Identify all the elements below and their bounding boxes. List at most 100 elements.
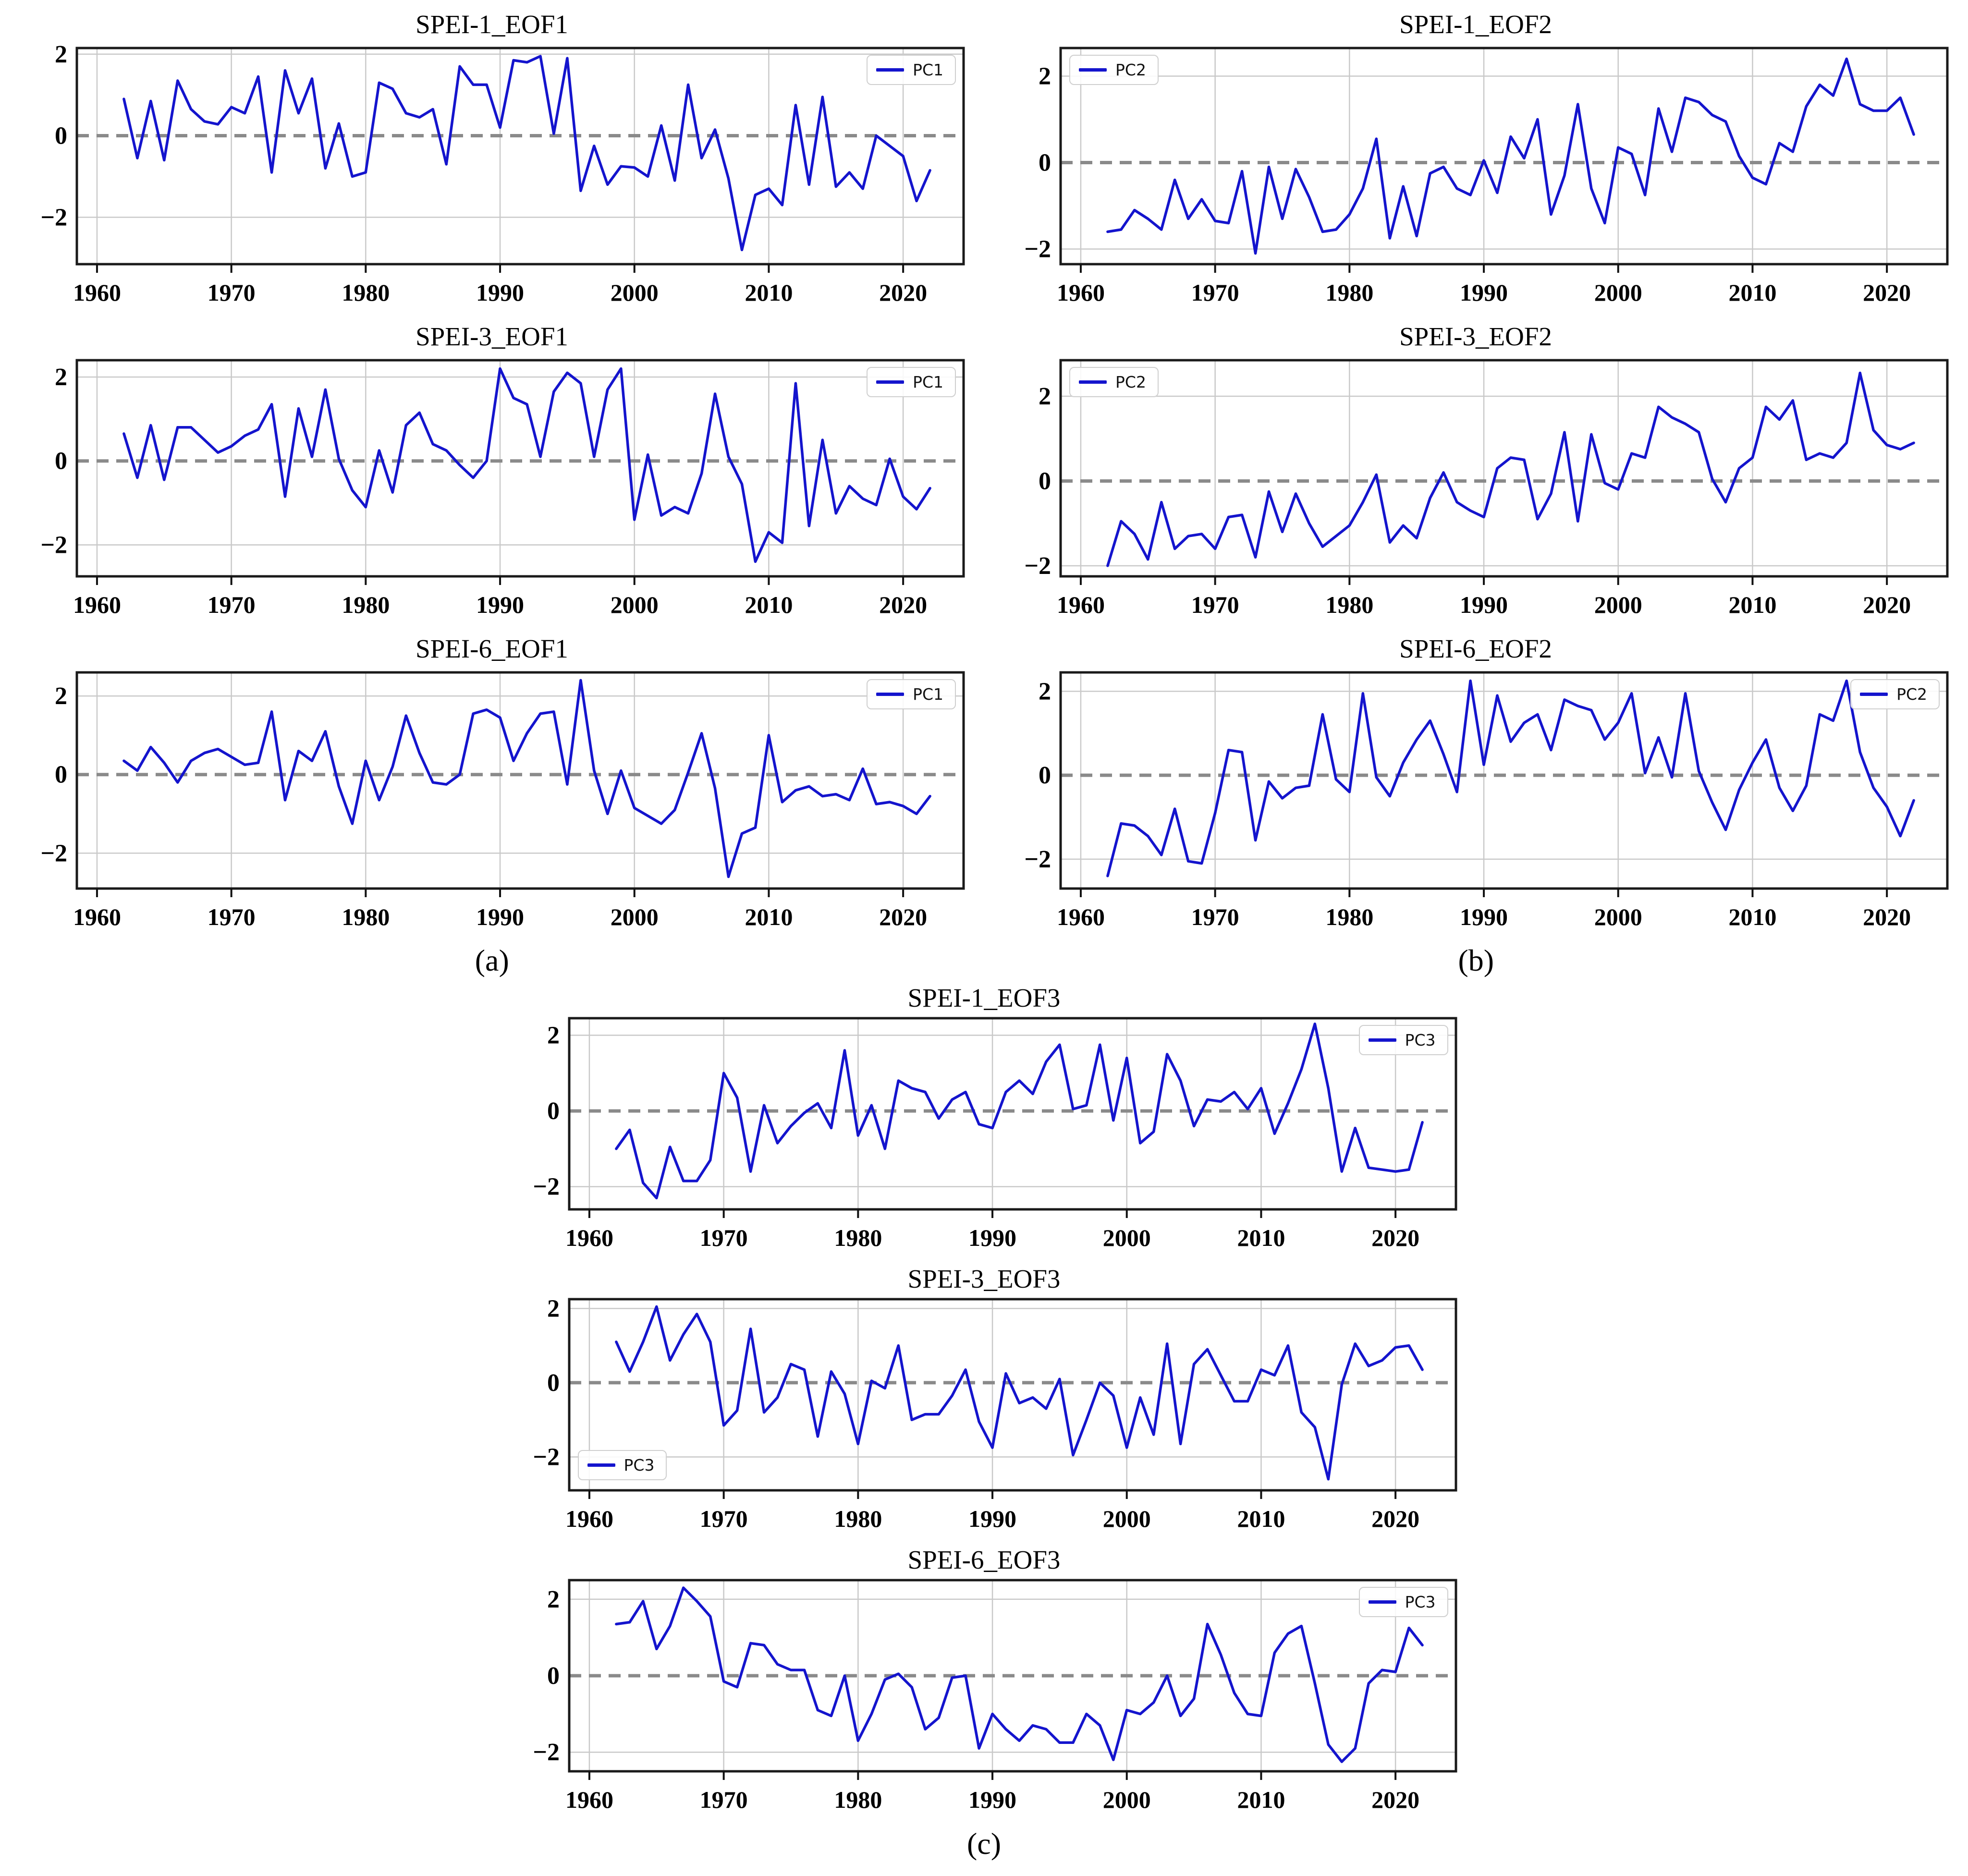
x-tick-label: 1990 (968, 1224, 1016, 1251)
x-tick-label: 2000 (1102, 1505, 1150, 1532)
x-tick-label: 2010 (1237, 1786, 1285, 1813)
x-tick-label: 1990 (476, 279, 524, 306)
x-tick-label: 2020 (879, 279, 927, 306)
y-tick-label: 2 (1039, 383, 1051, 410)
legend-line-sample (1368, 1600, 1396, 1604)
chart-title: SPEI-6_EOF1 (416, 634, 568, 663)
y-tick-label: 2 (1039, 678, 1051, 705)
legend: PC3 (577, 1450, 667, 1480)
y-tick-label: 2 (547, 1295, 560, 1322)
pc-series-line (614, 1305, 1424, 1481)
plot-area: 1960 1970 1980 1990 2000 2010 2020 2 0 −2 PC3 (492, 1012, 1476, 1256)
x-tick-label: 1960 (565, 1224, 613, 1251)
x-tick-label: 2010 (745, 903, 793, 930)
x-tick-label: 2010 (745, 591, 793, 618)
y-tick-label: −2 (40, 531, 67, 559)
x-tick-label: 2010 (1728, 279, 1776, 306)
plot-area: 1960 1970 1980 1990 2000 2010 2020 2 0 −2 PC2 (984, 666, 1968, 937)
panel-label-c-row: (c) (0, 1824, 1968, 1864)
legend-line-sample (876, 693, 905, 696)
x-tick-label: 1990 (1460, 591, 1508, 618)
subplot-spei-1-eof1: SPEI-1_EOF1 1960 1970 1980 1990 2000 2010 2020… (0, 4, 984, 316)
legend-label: PC1 (913, 685, 943, 704)
x-tick-label: 1990 (476, 591, 524, 618)
y-tick-label: 0 (547, 1662, 560, 1690)
x-tick-label: 2010 (1728, 903, 1776, 930)
plot-area: 1960 1970 1980 1990 2000 2010 2020 2 0 −2 PC3 (492, 1293, 1476, 1537)
legend: PC2 (1069, 367, 1159, 397)
x-tick-label: 1980 (1325, 903, 1373, 930)
legend-line-sample (1079, 380, 1107, 384)
chart-title: SPEI-1_EOF3 (907, 983, 1061, 1012)
x-tick-label: 1960 (565, 1786, 613, 1813)
plot-area: 1960 1970 1980 1990 2000 2010 2020 2 0 −2 PC2 (984, 41, 1968, 313)
legend: PC1 (867, 367, 956, 397)
plot-area: 1960 1970 1980 1990 2000 2010 2020 2 0 −2 PC1 (0, 41, 984, 313)
chart-title: SPEI-1_EOF1 (416, 10, 568, 39)
x-tick-label: 1960 (1057, 591, 1105, 618)
x-tick-label: 2020 (879, 903, 927, 930)
y-tick-label: −2 (1024, 236, 1051, 263)
y-tick-label: 0 (1039, 149, 1051, 177)
panel-labels-ab: (a) (b) (0, 940, 1968, 981)
legend-line-sample (876, 380, 905, 384)
x-tick-label: 1980 (1325, 279, 1373, 306)
panel-a-column: SPEI-1_EOF1 1960 1970 1980 1990 2000 2010 2020… (0, 4, 984, 940)
x-tick-label: 1970 (1191, 903, 1239, 930)
legend-label: PC2 (1896, 685, 1927, 704)
x-tick-label: 1970 (208, 591, 256, 618)
subplot-spei-3-eof1: SPEI-3_EOF1 1960 1970 1980 1990 2000 2010 2020… (0, 316, 984, 628)
y-tick-label: 2 (55, 682, 67, 710)
x-tick-label: 2000 (611, 903, 659, 930)
legend-label: PC3 (1405, 1593, 1436, 1611)
x-tick-label: 2010 (1237, 1224, 1285, 1251)
x-tick-label: 1980 (342, 591, 390, 618)
chart-title: SPEI-1_EOF2 (1399, 10, 1552, 39)
x-tick-label: 1980 (834, 1224, 882, 1251)
x-tick-label: 2010 (745, 279, 793, 306)
x-tick-label: 1960 (565, 1505, 613, 1532)
x-tick-label: 1990 (1460, 903, 1508, 930)
x-tick-label: 1970 (208, 279, 256, 306)
x-tick-label: 1990 (968, 1505, 1016, 1532)
pc-series-line (122, 367, 931, 563)
y-tick-label: 2 (55, 364, 67, 391)
x-tick-label: 2000 (1594, 591, 1642, 618)
x-tick-label: 2000 (1102, 1224, 1150, 1251)
legend: PC2 (1069, 55, 1159, 85)
legend: PC3 (1358, 1587, 1448, 1617)
y-tick-label: 0 (547, 1369, 560, 1397)
legend-label: PC3 (623, 1456, 655, 1474)
y-tick-label: 0 (55, 761, 67, 789)
y-tick-label: 2 (1039, 63, 1051, 90)
pc-series-line (1106, 679, 1915, 877)
x-tick-label: 1980 (834, 1786, 882, 1813)
pc-series-line (1106, 57, 1915, 255)
x-tick-label: 2020 (1371, 1786, 1419, 1813)
x-tick-label: 1990 (968, 1786, 1016, 1813)
x-tick-label: 1990 (476, 903, 524, 930)
subplot-spei-6-eof1: SPEI-6_EOF1 1960 1970 1980 1990 2000 2010 2020… (0, 628, 984, 940)
y-tick-label: −2 (1024, 552, 1051, 580)
x-tick-label: 2000 (611, 591, 659, 618)
subplot-spei-6-eof2: SPEI-6_EOF2 1960 1970 1980 1990 2000 2010 2020… (984, 628, 1968, 940)
y-tick-label: 0 (1039, 762, 1051, 789)
x-tick-label: 1960 (1057, 903, 1105, 930)
y-tick-label: 2 (547, 1022, 560, 1049)
x-tick-label: 2010 (1237, 1505, 1285, 1532)
y-tick-label: 0 (547, 1097, 560, 1125)
x-tick-label: 1970 (1191, 279, 1239, 306)
x-tick-label: 1990 (1460, 279, 1508, 306)
subplot-spei-3-eof3: SPEI-3_EOF3 1960 1970 1980 1990 2000 2010 2020… (492, 1262, 1476, 1543)
panels-ab-grid: SPEI-1_EOF1 1960 1970 1980 1990 2000 2010 2020… (0, 4, 1968, 940)
panel-c-column: SPEI-1_EOF3 1960 1970 1980 1990 2000 2010 2020… (0, 981, 1968, 1824)
chart-title: SPEI-3_EOF1 (416, 322, 568, 351)
legend: PC3 (1358, 1025, 1448, 1055)
